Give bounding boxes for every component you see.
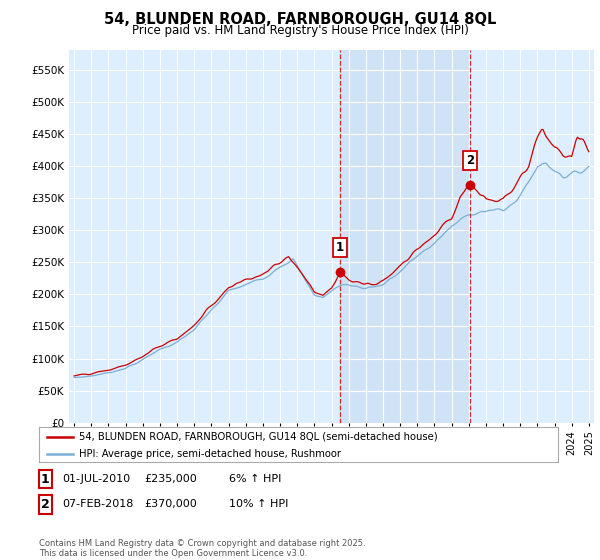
Text: 54, BLUNDEN ROAD, FARNBOROUGH, GU14 8QL (semi-detached house): 54, BLUNDEN ROAD, FARNBOROUGH, GU14 8QL … [79,432,437,442]
Text: 1: 1 [41,473,50,486]
Text: 01-JUL-2010: 01-JUL-2010 [62,474,131,484]
Text: £235,000: £235,000 [145,474,197,484]
Text: Contains HM Land Registry data © Crown copyright and database right 2025.
This d: Contains HM Land Registry data © Crown c… [39,539,365,558]
Text: Price paid vs. HM Land Registry's House Price Index (HPI): Price paid vs. HM Land Registry's House … [131,24,469,36]
Text: HPI: Average price, semi-detached house, Rushmoor: HPI: Average price, semi-detached house,… [79,449,341,459]
Bar [340,50,470,423]
Text: 54, BLUNDEN ROAD, FARNBOROUGH, GU14 8QL: 54, BLUNDEN ROAD, FARNBOROUGH, GU14 8QL [104,12,496,27]
Text: 1: 1 [336,241,344,254]
Text: 07-FEB-2018: 07-FEB-2018 [62,500,134,509]
Text: 2: 2 [41,498,50,511]
Text: 6% ↑ HPI: 6% ↑ HPI [229,474,281,484]
Text: £370,000: £370,000 [145,500,197,509]
Text: 2: 2 [466,154,474,167]
Text: 10% ↑ HPI: 10% ↑ HPI [229,500,288,509]
